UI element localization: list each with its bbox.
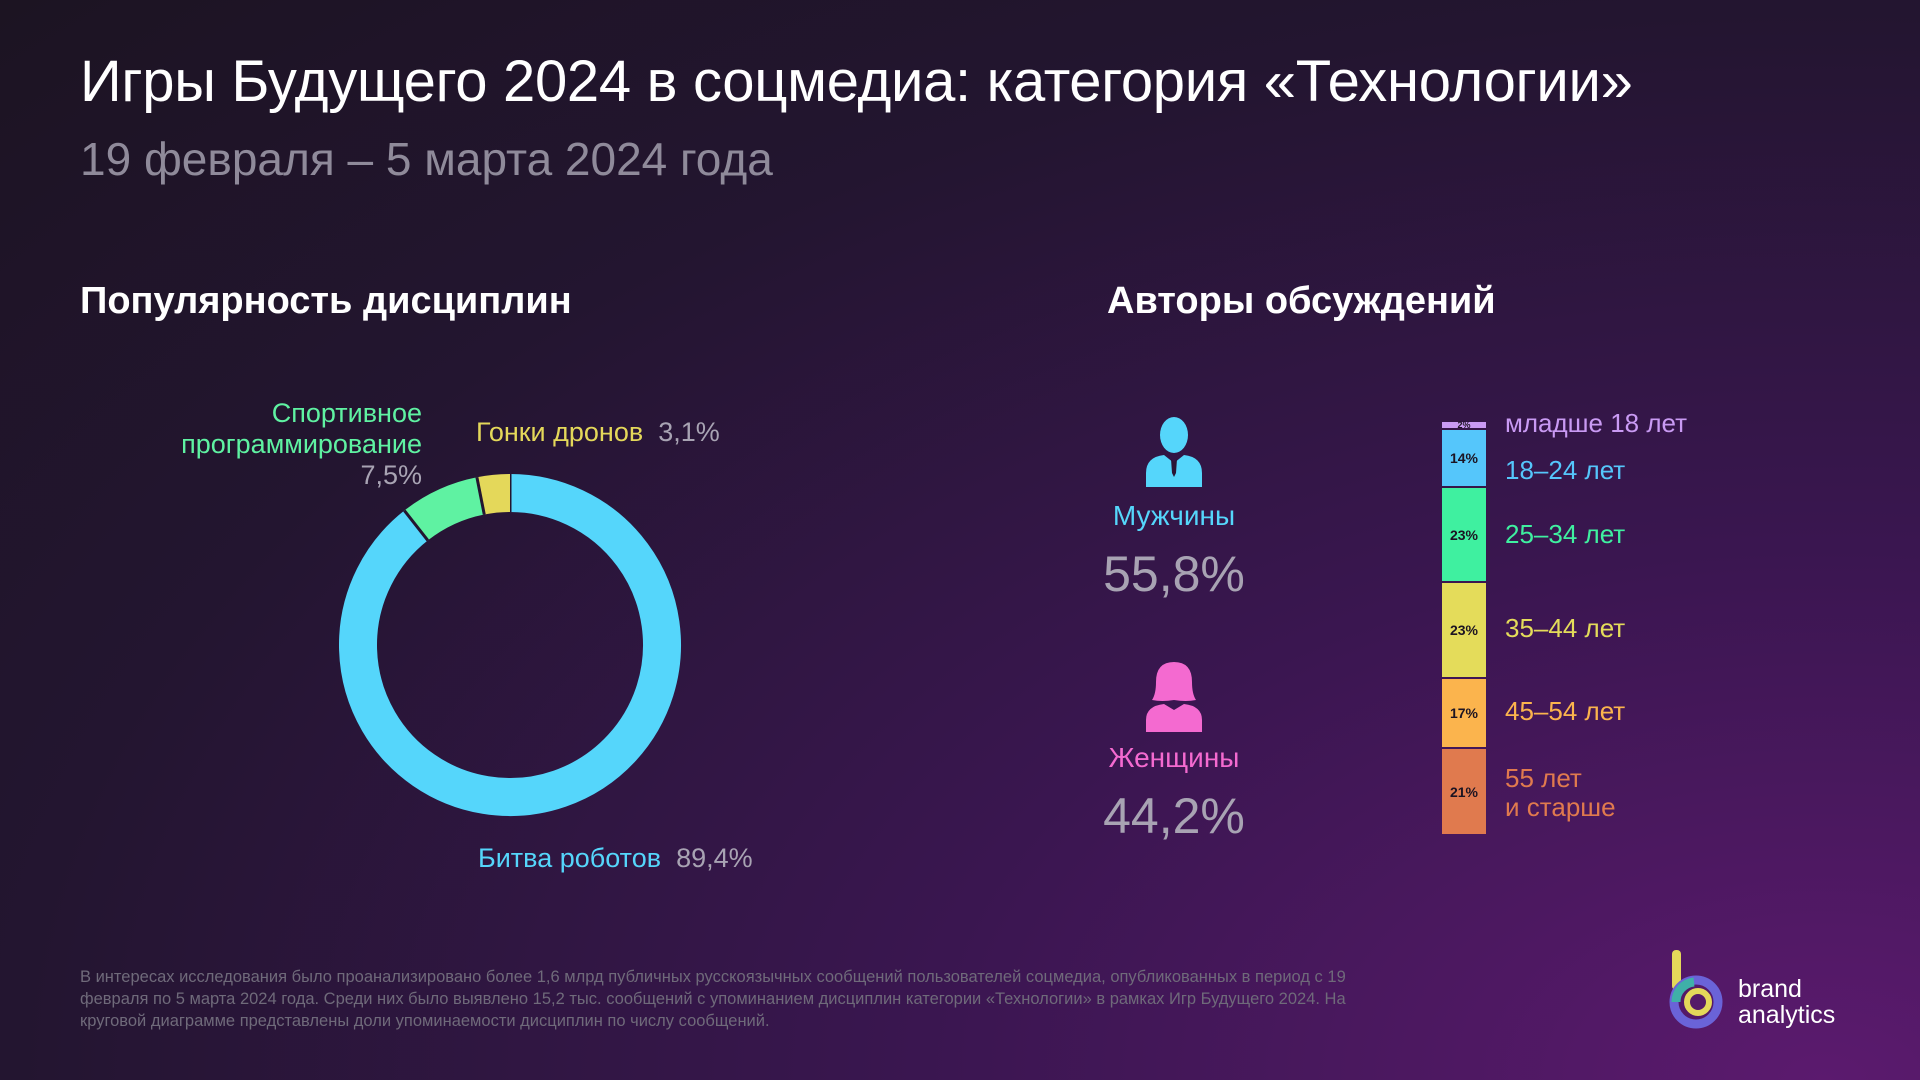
section-title-disciplines: Популярность дисциплин xyxy=(80,280,572,322)
slice-value-programming: 7,5% xyxy=(360,460,422,490)
age-label-under18: младше 18 лет xyxy=(1505,408,1688,438)
age-label-55plus-line1: 55 лет xyxy=(1505,763,1582,793)
age-segment-25-34: 23% xyxy=(1442,488,1486,582)
female-label: Женщины xyxy=(1108,742,1240,773)
slice-name-programming-line2: программирование xyxy=(181,429,422,459)
male-icon xyxy=(1146,417,1202,487)
age-segment-55plus: 21% xyxy=(1442,749,1486,834)
age-label-45-54: 45–54 лет xyxy=(1505,696,1626,726)
page-title: Игры Будущего 2024 в соцмедиа: категория… xyxy=(80,49,1633,114)
slice-name-robot-battle: Битва роботов xyxy=(478,843,662,873)
slice-separator xyxy=(403,509,430,542)
brand-logo-icon xyxy=(1669,950,1723,1029)
age-segment-18-24: 14% xyxy=(1442,430,1486,487)
brand-line1: brand xyxy=(1738,975,1802,1003)
age-segment-under18: 2% xyxy=(1442,420,1486,430)
age-label-18-24: 18–24 лет xyxy=(1505,455,1626,485)
slice-robot-battle xyxy=(339,474,681,816)
male-label: Мужчины xyxy=(1112,500,1236,531)
discipline-donut-chart xyxy=(339,474,681,816)
section-title-authors: Авторы обсуждений xyxy=(1107,280,1496,322)
slice-value-drone-racing: 3,1% xyxy=(658,417,720,447)
brand-line2: analytics xyxy=(1738,1001,1836,1029)
age-label-55plus: 55 лет и старше xyxy=(1505,764,1616,821)
age-label-55plus-line2: и старше xyxy=(1505,791,1616,822)
age-stacked-bar: 2% 14% 23% 23% 17% 21% xyxy=(1442,420,1486,836)
male-share: 55,8% xyxy=(1103,546,1245,602)
footnote: В интересах исследования было проанализи… xyxy=(80,968,1346,1030)
slice-name-programming-line1: Спортивное xyxy=(271,398,422,428)
female-share: 44,2% xyxy=(1103,788,1245,844)
brand-wordmark: brand analytics xyxy=(1738,976,1835,1028)
slice-value-robot-battle: 89,4% xyxy=(676,843,753,873)
slice-programming xyxy=(404,477,485,541)
age-label-35-44: 35–44 лет xyxy=(1505,613,1626,643)
age-segment-45-54: 17% xyxy=(1442,678,1486,748)
female-icon xyxy=(1146,662,1202,732)
slice-label-robot-battle: Битва роботов 89,4% xyxy=(478,843,753,874)
age-label-25-34: 25–34 лет xyxy=(1505,519,1626,549)
page-subtitle: 19 февраля – 5 марта 2024 года xyxy=(80,133,773,185)
slice-name-drone-racing: Гонки дронов xyxy=(476,417,644,447)
slice-label-drone-racing: Гонки дронов 3,1% xyxy=(476,417,720,448)
age-segment-35-44: 23% xyxy=(1442,583,1486,677)
slice-drone-racing xyxy=(476,474,511,515)
slice-label-programming: Спортивное программирование 7,5% xyxy=(181,398,422,491)
slice-separator xyxy=(475,476,486,515)
